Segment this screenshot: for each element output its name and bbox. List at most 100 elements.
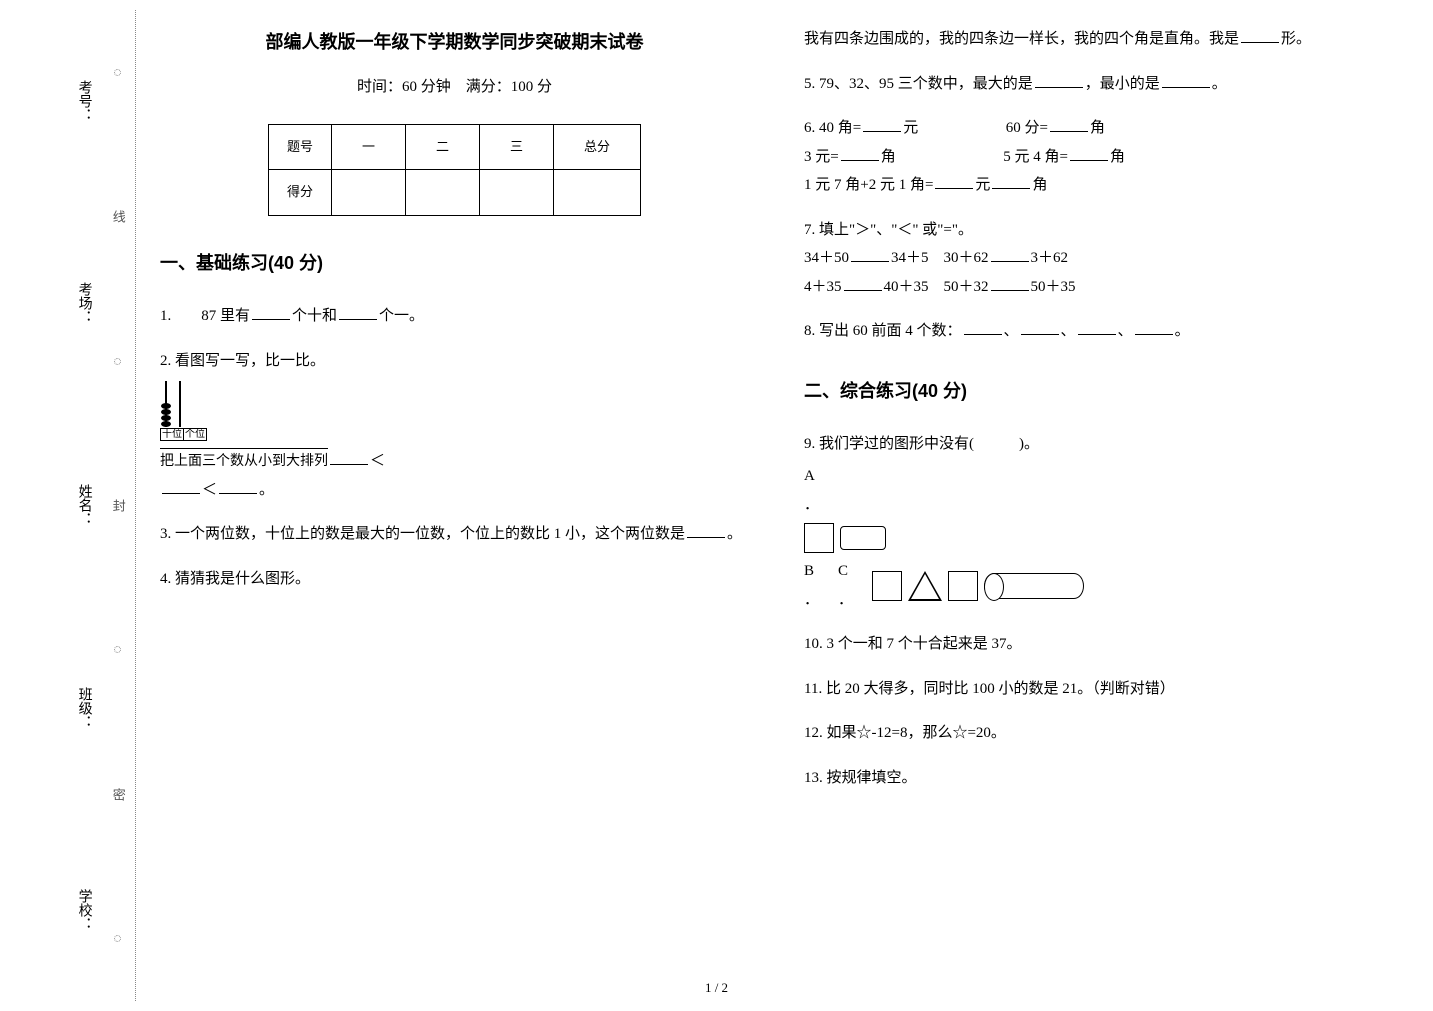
left-column: 部编人教版一年级下学期数学同步突破期末试卷 时间：60 分钟 满分：100 分 … bbox=[160, 25, 749, 976]
q7-l2c: 50＋35 bbox=[1031, 279, 1076, 295]
blank bbox=[687, 523, 725, 538]
option-a: A ． bbox=[804, 462, 1393, 519]
exam-title: 部编人教版一年级下学期数学同步突破期末试卷 bbox=[160, 25, 749, 59]
question-11: 11. 比 20 大得多，同时比 100 小的数是 21。（判断对错） bbox=[804, 675, 1393, 704]
blank bbox=[1070, 146, 1108, 161]
blank bbox=[841, 146, 879, 161]
blank bbox=[992, 174, 1030, 189]
q4-text: 4. 猜猜我是什么图形。 bbox=[160, 565, 749, 594]
q2-sort-line2: ＜。 bbox=[160, 476, 749, 505]
q7-l2a: 4＋35 bbox=[804, 279, 842, 295]
q7-text: 7. 填上"＞"、"＜" 或"="。 bbox=[804, 216, 1393, 245]
q8-a: 8. 写出 60 前面 4 个数： bbox=[804, 323, 962, 339]
name-label: 姓名： bbox=[70, 484, 97, 526]
q6-k: 角 bbox=[1032, 177, 1047, 193]
q4-riddle-b: 形。 bbox=[1281, 31, 1311, 47]
question-2: 2. 看图写一写，比一比。 bbox=[160, 347, 749, 505]
seal-feng: 封 bbox=[105, 499, 130, 512]
school-label: 学校： bbox=[70, 889, 97, 931]
blank bbox=[1035, 73, 1083, 88]
q6-c: 60 分= bbox=[1006, 120, 1048, 136]
option-c-label: C ． bbox=[838, 557, 866, 614]
header-cell: 一 bbox=[331, 124, 405, 170]
q5-b: ，最小的是 bbox=[1085, 76, 1160, 92]
table-row: 题号 一 二 三 总分 bbox=[268, 124, 640, 170]
section-2-head: 二、综合练习(40 分) bbox=[804, 374, 1393, 408]
blank bbox=[935, 174, 973, 189]
option-a-shapes bbox=[804, 523, 1393, 553]
q7-l1c: 3＋62 bbox=[1031, 250, 1069, 266]
score-cell bbox=[331, 170, 405, 216]
lt-symbol: ＜ bbox=[202, 482, 217, 498]
blank bbox=[330, 450, 368, 465]
blank bbox=[1241, 28, 1279, 43]
seal-xian: 线 bbox=[105, 210, 130, 223]
table-row: 得分 bbox=[268, 170, 640, 216]
blank bbox=[162, 479, 200, 494]
page-content: 部编人教版一年级下学期数学同步突破期末试卷 时间：60 分钟 满分：100 分 … bbox=[160, 25, 1393, 976]
exam-id-label: 考号： bbox=[70, 80, 97, 122]
header-cell: 二 bbox=[405, 124, 479, 170]
option-bc: B ． C ． bbox=[804, 557, 1393, 614]
seal-line-labels: 线 封 密 bbox=[105, 0, 130, 1011]
fold-line bbox=[135, 10, 136, 1001]
q2-sort-line: 把上面三个数从小到大排列＜ bbox=[160, 447, 749, 476]
square-icon bbox=[804, 523, 834, 553]
question-13: 13. 按规律填空。 bbox=[804, 764, 1393, 793]
blank bbox=[851, 247, 889, 262]
blank bbox=[339, 305, 377, 320]
q1-text-c: 个一。 bbox=[379, 308, 424, 324]
score-cell bbox=[405, 170, 479, 216]
rounded-rect-icon bbox=[840, 526, 886, 550]
period: 。 bbox=[1212, 76, 1227, 92]
q7-l1a: 34＋50 bbox=[804, 250, 849, 266]
period: 。 bbox=[1175, 323, 1190, 339]
q6-h: 角 bbox=[1110, 149, 1125, 165]
header-cell: 三 bbox=[480, 124, 554, 170]
question-4: 4. 猜猜我是什么图形。 bbox=[160, 565, 749, 594]
q7-l2b: 40＋35 50＋32 bbox=[884, 279, 989, 295]
exam-subtitle: 时间：60 分钟 满分：100 分 bbox=[160, 73, 749, 102]
score-cell bbox=[480, 170, 554, 216]
abacus-label: 个位 bbox=[184, 429, 206, 440]
q9-text: 9. 我们学过的图形中没有( )。 bbox=[804, 430, 1393, 459]
sep: 、 bbox=[1118, 323, 1133, 339]
sep: 、 bbox=[1061, 323, 1076, 339]
score-cell bbox=[554, 170, 641, 216]
q6-i: 1 元 7 角+2 元 1 角= bbox=[804, 177, 933, 193]
blank bbox=[844, 276, 882, 291]
option-a-label: A ． bbox=[804, 462, 832, 519]
header-cell: 总分 bbox=[554, 124, 641, 170]
fold-circle bbox=[114, 646, 121, 653]
blank bbox=[964, 320, 1002, 335]
abacus: 十位 个位 bbox=[160, 381, 207, 441]
question-4-riddle: 我有四条边围成的，我的四条边一样长，我的四个角是直角。我是形。 bbox=[804, 25, 1393, 54]
triangle-icon bbox=[908, 571, 942, 601]
blank bbox=[1078, 320, 1116, 335]
q7-l1b: 34＋5 30＋62 bbox=[891, 250, 989, 266]
blank bbox=[252, 305, 290, 320]
period: 。 bbox=[259, 482, 274, 498]
q6-d: 角 bbox=[1090, 120, 1105, 136]
cylinder-icon bbox=[984, 573, 1084, 599]
q6-b: 元 bbox=[903, 120, 918, 136]
abacus-label: 十位 bbox=[161, 429, 184, 440]
question-3: 3. 一个两位数，十位上的数是最大的一位数，个位上的数比 1 小，这个两位数是 。 bbox=[160, 520, 749, 549]
question-5: 5. 79、32、95 三个数中，最大的是，最小的是。 bbox=[804, 70, 1393, 99]
q6-e: 3 元= bbox=[804, 149, 839, 165]
q6-j: 元 bbox=[975, 177, 990, 193]
seal-mi: 密 bbox=[105, 788, 130, 801]
option-b-label: B ． bbox=[804, 557, 832, 614]
q3-text: 3. 一个两位数，十位上的数是最大的一位数，个位上的数比 1 小，这个两位数是 bbox=[160, 526, 685, 542]
score-label-cell: 得分 bbox=[268, 170, 331, 216]
blank bbox=[863, 117, 901, 132]
lt-symbol: ＜ bbox=[370, 453, 385, 469]
question-8: 8. 写出 60 前面 4 个数：、、、。 bbox=[804, 317, 1393, 346]
question-12: 12. 如果☆-12=8，那么☆=20。 bbox=[804, 719, 1393, 748]
square-icon bbox=[872, 571, 902, 601]
blank bbox=[1162, 73, 1210, 88]
period: 。 bbox=[727, 526, 742, 542]
blank bbox=[219, 479, 257, 494]
question-10: 10. 3 个一和 7 个十合起来是 37。 bbox=[804, 630, 1393, 659]
question-7: 7. 填上"＞"、"＜" 或"="。 34＋50 34＋5 30＋62 3＋62 4… bbox=[804, 216, 1393, 302]
